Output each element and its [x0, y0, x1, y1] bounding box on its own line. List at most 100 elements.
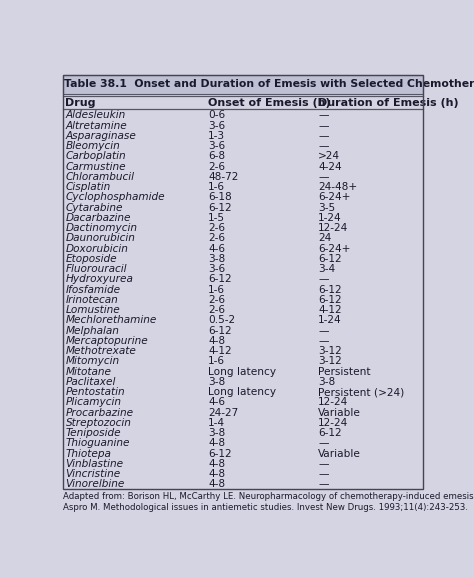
Text: >24: >24 [318, 151, 340, 161]
Text: Duration of Emesis (h): Duration of Emesis (h) [318, 98, 459, 108]
Text: Long latency: Long latency [208, 366, 276, 377]
Text: 6-12: 6-12 [318, 295, 342, 305]
Text: Mercaptopurine: Mercaptopurine [65, 336, 148, 346]
Bar [63, 182, 423, 192]
Text: 6-12: 6-12 [208, 325, 232, 336]
Text: Mitotane: Mitotane [65, 366, 111, 377]
Text: 6-18: 6-18 [208, 192, 232, 202]
Text: —: — [318, 469, 329, 479]
Bar [63, 192, 423, 202]
Text: Cyclophosphamide: Cyclophosphamide [65, 192, 165, 202]
Text: Doxorubicin: Doxorubicin [65, 244, 128, 254]
Text: 1-5: 1-5 [208, 213, 225, 223]
Text: Vincristine: Vincristine [65, 469, 121, 479]
Text: Aldesleukin: Aldesleukin [65, 110, 126, 120]
Text: Cisplatin: Cisplatin [65, 182, 111, 192]
Text: 12-24: 12-24 [318, 223, 348, 233]
Bar [63, 254, 423, 264]
Text: Mitomycin: Mitomycin [65, 357, 119, 366]
Text: 6-12: 6-12 [208, 449, 232, 458]
Bar [63, 377, 423, 387]
Text: Melphalan: Melphalan [65, 325, 119, 336]
Text: 4-6: 4-6 [208, 244, 225, 254]
Text: 12-24: 12-24 [318, 398, 348, 407]
Text: Thioguanine: Thioguanine [65, 438, 130, 449]
Bar [63, 75, 423, 94]
Text: Altretamine: Altretamine [65, 121, 127, 131]
Text: —: — [318, 325, 329, 336]
Text: 3-8: 3-8 [318, 377, 336, 387]
Text: 6-8: 6-8 [208, 151, 225, 161]
Bar [63, 356, 423, 366]
Bar [63, 315, 423, 325]
Text: 3-5: 3-5 [318, 203, 336, 213]
Text: —: — [318, 172, 329, 182]
Text: 24: 24 [318, 234, 331, 243]
Text: 4-8: 4-8 [208, 459, 225, 469]
Bar [63, 151, 423, 161]
Text: 6-12: 6-12 [208, 203, 232, 213]
Text: 6-12: 6-12 [318, 428, 342, 438]
Text: Teniposide: Teniposide [65, 428, 121, 438]
Text: Thiotepa: Thiotepa [65, 449, 111, 458]
Text: 3-6: 3-6 [208, 264, 225, 274]
Bar [63, 110, 423, 121]
Bar [63, 172, 423, 182]
Text: Pentostatin: Pentostatin [65, 387, 125, 397]
Text: 0.5-2: 0.5-2 [208, 316, 235, 325]
Text: 6-12: 6-12 [208, 275, 232, 284]
Text: 4-24: 4-24 [318, 162, 342, 172]
Bar [63, 428, 423, 438]
Text: Persistent: Persistent [318, 366, 371, 377]
Text: 1-4: 1-4 [208, 418, 225, 428]
Text: 3-12: 3-12 [318, 357, 342, 366]
Text: 24-27: 24-27 [208, 407, 238, 418]
Text: Etoposide: Etoposide [65, 254, 117, 264]
Bar [63, 275, 423, 284]
Bar [63, 325, 423, 336]
Text: 4-12: 4-12 [318, 305, 342, 315]
Text: —: — [318, 141, 329, 151]
Text: Dacarbazine: Dacarbazine [65, 213, 131, 223]
Text: 1-6: 1-6 [208, 182, 225, 192]
Text: Drug: Drug [65, 98, 96, 108]
Text: 1-6: 1-6 [208, 284, 225, 295]
Text: 6-24+: 6-24+ [318, 244, 351, 254]
Text: 2-6: 2-6 [208, 162, 225, 172]
Text: 3-4: 3-4 [318, 264, 336, 274]
Text: 2-6: 2-6 [208, 223, 225, 233]
Text: 3-6: 3-6 [208, 141, 225, 151]
Bar [63, 459, 423, 469]
Text: —: — [318, 110, 329, 120]
Text: 1-6: 1-6 [208, 357, 225, 366]
Text: 4-8: 4-8 [208, 479, 225, 490]
Bar [63, 366, 423, 377]
Text: Irinotecan: Irinotecan [65, 295, 118, 305]
Text: 1-24: 1-24 [318, 213, 342, 223]
Bar [63, 202, 423, 213]
Text: 4-12: 4-12 [208, 346, 232, 356]
Bar [63, 407, 423, 418]
Bar [63, 449, 423, 459]
Bar [63, 387, 423, 397]
Text: —: — [318, 275, 329, 284]
Text: Variable: Variable [318, 449, 361, 458]
Text: 48-72: 48-72 [208, 172, 238, 182]
Text: 4-6: 4-6 [208, 398, 225, 407]
Text: 1-3: 1-3 [208, 131, 225, 141]
Text: Persistent (>24): Persistent (>24) [318, 387, 404, 397]
Text: 4-8: 4-8 [208, 438, 225, 449]
Bar [63, 243, 423, 254]
Text: Carmustine: Carmustine [65, 162, 126, 172]
Text: 4-8: 4-8 [208, 469, 225, 479]
Bar [63, 438, 423, 449]
Text: 3-8: 3-8 [208, 377, 225, 387]
Text: 6-12: 6-12 [318, 254, 342, 264]
Text: —: — [318, 479, 329, 490]
Text: 24-48+: 24-48+ [318, 182, 357, 192]
Bar [63, 305, 423, 315]
Text: —: — [318, 121, 329, 131]
Text: 12-24: 12-24 [318, 418, 348, 428]
Text: Mechlorethamine: Mechlorethamine [65, 316, 157, 325]
Text: 1-24: 1-24 [318, 316, 342, 325]
